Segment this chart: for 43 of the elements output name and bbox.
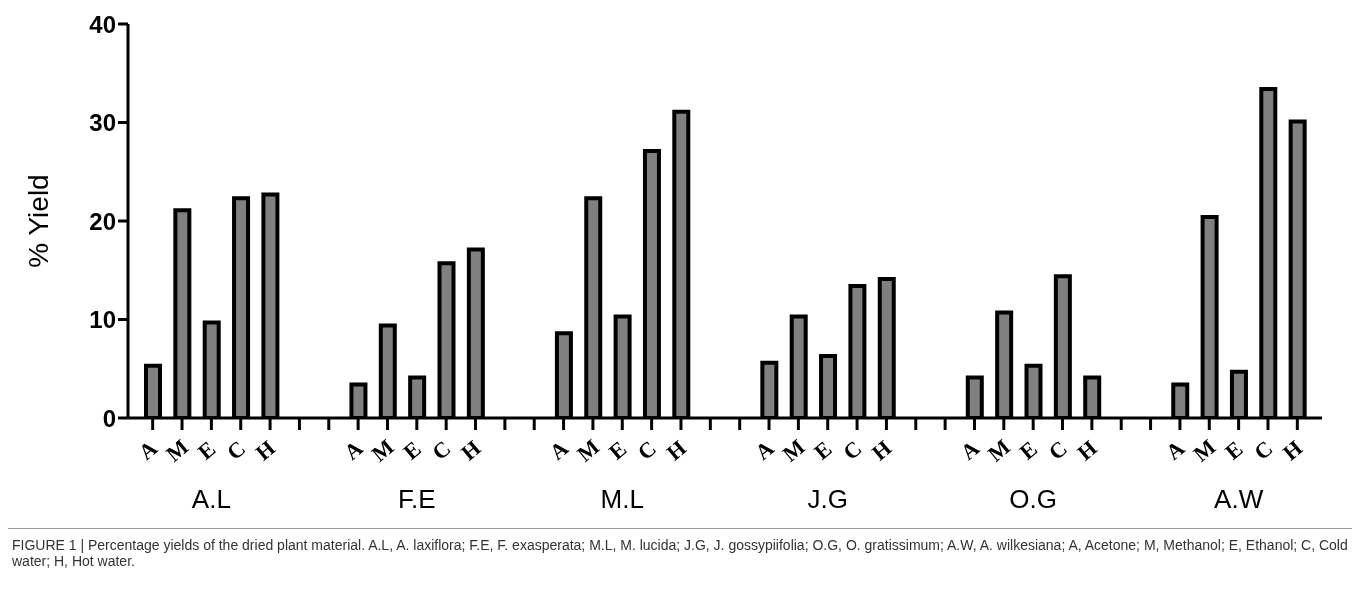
x-tick-label: M	[1188, 433, 1221, 467]
text: A.L	[191, 484, 231, 514]
x-tick-label: M	[366, 433, 399, 467]
text: F.E	[398, 484, 436, 514]
x-tick-label: C	[838, 435, 867, 465]
x-tick-label: C	[1249, 435, 1278, 465]
text: J.G	[807, 484, 848, 514]
text: A.W	[1214, 484, 1264, 514]
x-tick-label: C	[221, 435, 251, 465]
x-tick-label: H	[867, 435, 897, 466]
x-tick-label: M	[983, 433, 1016, 467]
x-tick-label: A	[955, 435, 984, 465]
x-tick-label: H	[1072, 435, 1102, 466]
x-tick-label: C	[1043, 435, 1072, 465]
x-tick-label: A	[544, 435, 573, 465]
x-tick-label: A	[1160, 435, 1190, 465]
x-tick-label: A	[750, 435, 779, 465]
x-tick-label: E	[1014, 435, 1043, 465]
x-tick-label: E	[192, 435, 221, 465]
x-tick-label: M	[777, 433, 810, 467]
x-tick-label: H	[1277, 435, 1308, 466]
x-tick-label: C	[632, 435, 661, 465]
x-tick-label: M	[161, 433, 194, 467]
y-tick-label: 30	[89, 109, 116, 137]
caption: FIGURE 1 | Percentage yields of the dried plant material. A.L, A. laxiflora; F.E, F. exasperata; M.L, M. lucida; J.G, J. gossypiifolia; O.G, O. gratissimum; A.W, A. wilkesiana; A, Acetone; M, Methanol; E, Ethanol; C, Cold water; H, Hot water.	[8, 528, 1352, 577]
x-tick-label: E	[1220, 435, 1248, 465]
x-tick-label: H	[661, 435, 691, 466]
x-tick-label: E	[809, 435, 837, 465]
x-tick-label: H	[250, 435, 280, 466]
x-tick-label: A	[133, 435, 163, 465]
y-axis-title: % Yield	[22, 174, 54, 268]
x-tick-label: H	[456, 435, 486, 466]
y-tick-label: 0	[102, 404, 116, 432]
text: O.G	[1009, 484, 1058, 514]
x-tick-label: E	[398, 435, 426, 465]
x-tick-label: E	[603, 435, 632, 465]
text: M.L	[600, 484, 644, 514]
y-tick-label: 10	[89, 306, 116, 334]
x-tick-label: A	[339, 435, 368, 465]
y-tick-label: 40	[89, 10, 116, 38]
x-tick-label: C	[427, 435, 456, 465]
x-tick-label: M	[572, 433, 605, 467]
y-tick-label: 20	[89, 207, 116, 235]
